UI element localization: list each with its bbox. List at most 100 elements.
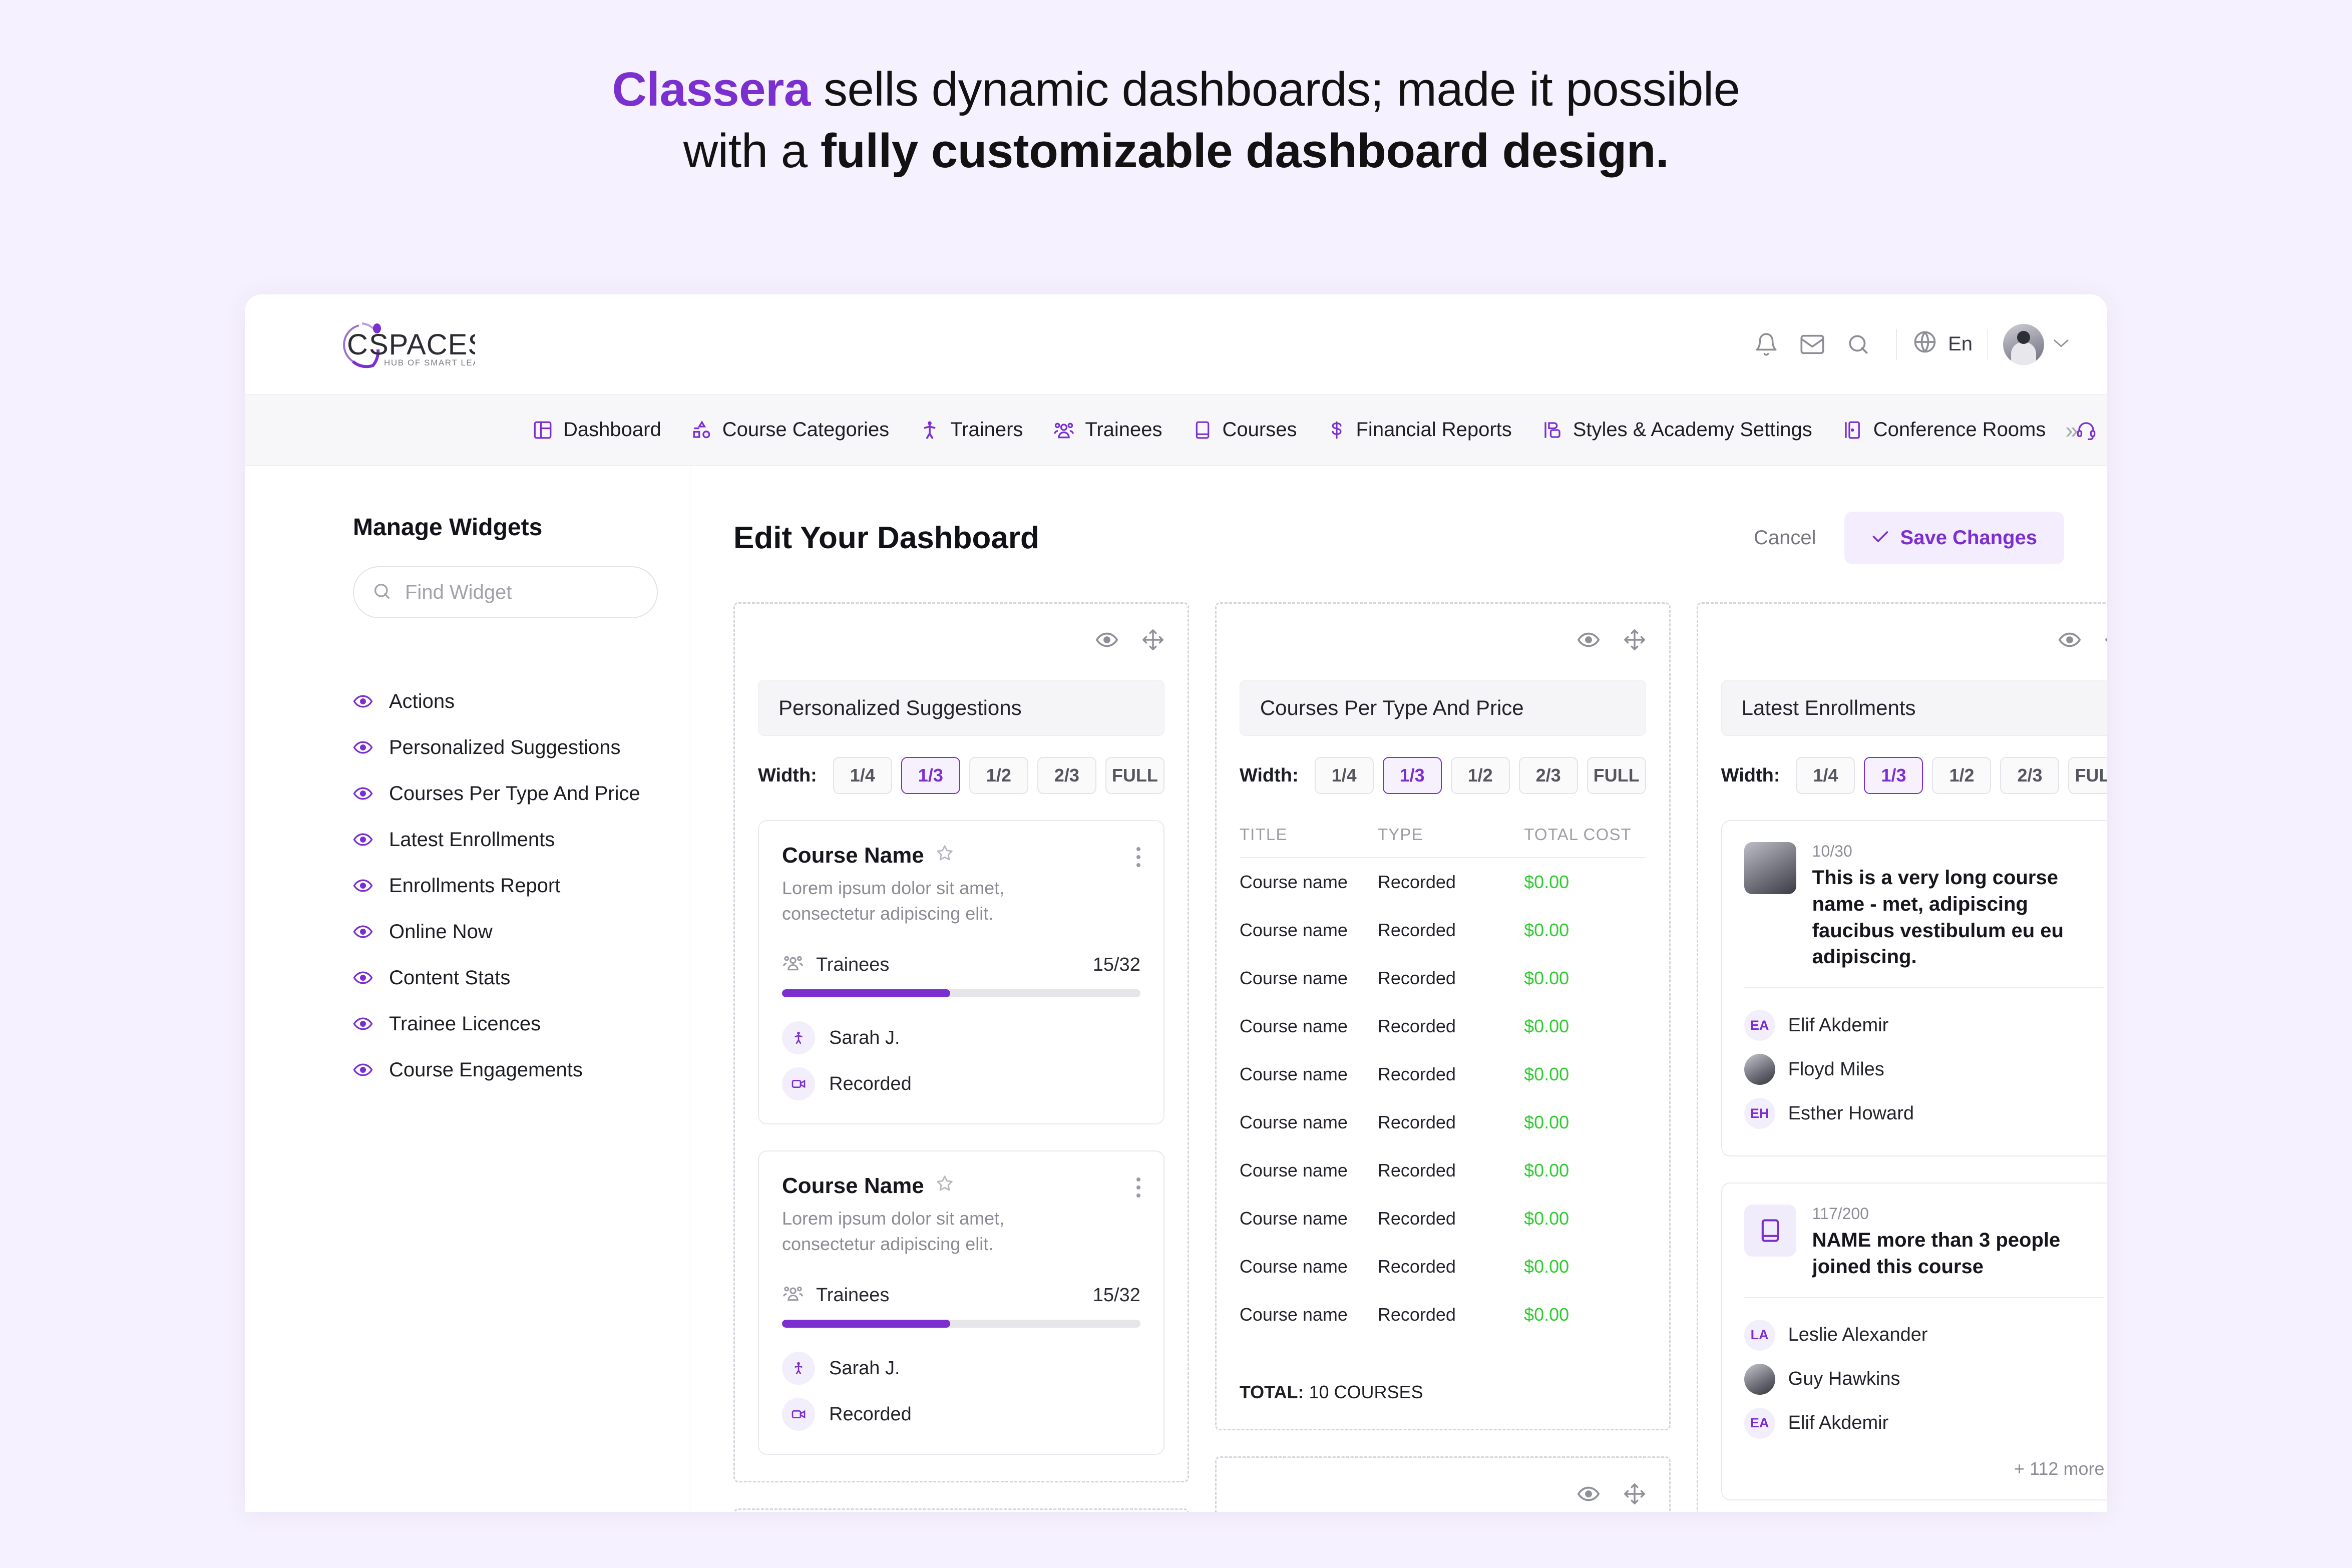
move-icon[interactable] [1623, 628, 1646, 654]
width-selector: Width: 1/4 1/3 1/2 2/3 FULL [758, 757, 1164, 794]
sidebar-item-personalized-suggestions[interactable]: Personalized Suggestions [353, 724, 658, 770]
mail-icon[interactable] [1789, 321, 1835, 367]
eye-icon[interactable] [1577, 1482, 1600, 1508]
widget-title[interactable]: Latest Enrollments [1721, 680, 2107, 736]
cell-total-cost: $0.00 [1524, 968, 1570, 988]
nav-label: Trainers [950, 419, 1023, 441]
eye-icon[interactable] [353, 1060, 373, 1080]
width-option-1-3[interactable]: 1/3 [1382, 757, 1442, 794]
spaces-logo[interactable]: C SPACES HUB OF SMART LEARNING [330, 317, 475, 371]
eye-icon[interactable] [2058, 628, 2081, 654]
widget-title[interactable]: Courses Per Type And Price [1239, 680, 1646, 736]
enrollment-card[interactable]: 117/200 NAME more than 3 people joined t… [1721, 1183, 2107, 1500]
width-option-1-2[interactable]: 1/2 [1932, 757, 1992, 794]
sidebar-item-trainee-licences[interactable]: Trainee Licences [353, 1001, 658, 1047]
search-icon[interactable] [1835, 321, 1881, 367]
nav-item-courses[interactable]: Courses [1178, 419, 1312, 441]
width-option-1-4[interactable]: 1/4 [1796, 757, 1855, 794]
list-item[interactable]: LA Leslie Alexander [1744, 1313, 2105, 1357]
list-item[interactable]: EA Elif Akdemir [1744, 1401, 2105, 1445]
sidebar-item-course-engagements[interactable]: Course Engagements [353, 1047, 658, 1093]
eye-icon[interactable] [1095, 628, 1118, 654]
user-menu[interactable] [2003, 323, 2069, 365]
trainees-count: 15/32 [1092, 1284, 1140, 1306]
list-item[interactable]: EH Esther Howard [1744, 1091, 2105, 1135]
find-widget-search[interactable]: Find Widget [353, 566, 658, 618]
eye-icon[interactable] [353, 1014, 373, 1034]
width-option-2-3[interactable]: 2/3 [1037, 757, 1096, 794]
width-option-full[interactable]: FULL [1587, 757, 1646, 794]
video-icon [782, 1067, 815, 1101]
list-item[interactable]: EA Elif Akdemir [1744, 1003, 2105, 1047]
total-value: 10 COURSES [1309, 1382, 1423, 1402]
course-more-menu[interactable] [1136, 843, 1140, 867]
eye-icon[interactable] [353, 691, 373, 711]
nav-item-technical-support[interactable]: Technical Support [2061, 419, 2107, 441]
find-widget-placeholder: Find Widget [405, 581, 512, 603]
eye-icon[interactable] [353, 968, 373, 988]
table-row: Course name Recorded $0.00 [1240, 1098, 1646, 1146]
person-name: Elif Akdemir [1788, 1014, 1889, 1036]
sidebar-item-content-stats[interactable]: Content Stats [353, 955, 658, 1001]
cell-title: Course name [1239, 968, 1348, 988]
move-icon[interactable] [1141, 628, 1164, 654]
star-icon[interactable] [935, 843, 954, 868]
widget-title[interactable]: Personalized Suggestions [758, 680, 1164, 736]
move-icon[interactable] [2104, 628, 2107, 654]
bell-icon[interactable] [1743, 321, 1789, 367]
list-item[interactable]: Guy Hawkins [1744, 1357, 2105, 1401]
save-changes-button[interactable]: Save Changes [1844, 512, 2064, 564]
cell-type: Recorded [1377, 1304, 1456, 1325]
nav-item-conference-rooms[interactable]: Conference Rooms [1827, 419, 2061, 441]
move-icon[interactable] [1623, 1482, 1646, 1508]
width-option-2-3[interactable]: 2/3 [2000, 757, 2060, 794]
width-option-2-3[interactable]: 2/3 [1518, 757, 1578, 794]
eye-icon[interactable] [353, 737, 373, 757]
topbar-divider-1 [1896, 328, 1897, 360]
list-item[interactable]: Floyd Miles [1744, 1047, 2105, 1091]
sidebar-item-online-now[interactable]: Online Now [353, 909, 658, 955]
width-option-1-4[interactable]: 1/4 [1314, 757, 1374, 794]
sidebar-item-latest-enrollments[interactable]: Latest Enrollments [353, 817, 658, 863]
door-icon [1842, 420, 1863, 441]
width-option-1-2[interactable]: 1/2 [969, 757, 1028, 794]
headline-text-2: with a [683, 124, 821, 178]
nav-item-course-categories[interactable]: Course Categories [676, 419, 905, 441]
editor-header: Edit Your Dashboard Cancel Save Changes [733, 512, 2064, 584]
width-option-1-3[interactable]: 1/3 [901, 757, 960, 794]
nav-item-styles-academy-settings[interactable]: Styles & Academy Settings [1527, 419, 1827, 441]
width-option-full[interactable]: FULL [1105, 757, 1164, 794]
width-option-1-2[interactable]: 1/2 [1450, 757, 1510, 794]
eye-icon[interactable] [353, 783, 373, 804]
cell-total-cost: $0.00 [1524, 1256, 1570, 1277]
width-option-1-3[interactable]: 1/3 [1864, 757, 1923, 794]
styles-icon [1542, 420, 1563, 441]
sidebar-item-actions[interactable]: Actions [353, 678, 658, 724]
cell-total-cost: $0.00 [1524, 1160, 1570, 1181]
course-card[interactable]: Course Name Lorem ipsum dolor sit amet, … [758, 820, 1164, 1125]
more-people-link[interactable]: + 112 more [2014, 1458, 2105, 1479]
nav-item-financial-reports[interactable]: Financial Reports [1312, 419, 1527, 441]
cancel-button[interactable]: Cancel [1734, 514, 1836, 562]
sidebar-item-enrollments-report[interactable]: Enrollments Report [353, 863, 658, 909]
enrollment-card[interactable]: 10/30 This is a very long course name - … [1721, 820, 2107, 1157]
avatar: EH [1744, 1098, 1775, 1129]
widget-slot-latest-enrollments: Latest Enrollments Width: 1/4 1/3 1/2 2/… [1696, 602, 2107, 1512]
nav-item-trainers[interactable]: Trainers [904, 419, 1038, 441]
course-card[interactable]: Course Name Lorem ipsum dolor sit amet, … [758, 1150, 1164, 1455]
eye-icon[interactable] [1577, 628, 1600, 654]
nav-overflow-button[interactable]: » [2065, 417, 2078, 443]
eye-icon[interactable] [353, 830, 373, 850]
nav-item-dashboard[interactable]: Dashboard [517, 419, 676, 441]
star-icon[interactable] [935, 1173, 954, 1199]
total-label: TOTAL: [1239, 1382, 1304, 1402]
sidebar-item-courses-per-type-and-price[interactable]: Courses Per Type And Price [353, 770, 658, 817]
eye-icon[interactable] [353, 876, 373, 896]
language-switcher[interactable]: En [1912, 329, 1973, 360]
course-more-menu[interactable] [1136, 1173, 1140, 1198]
cell-type: Recorded [1377, 1208, 1456, 1229]
nav-item-trainees[interactable]: Trainees [1038, 419, 1177, 441]
eye-icon[interactable] [353, 922, 373, 942]
width-option-full[interactable]: FULL [2068, 757, 2107, 794]
width-option-1-4[interactable]: 1/4 [833, 757, 892, 794]
